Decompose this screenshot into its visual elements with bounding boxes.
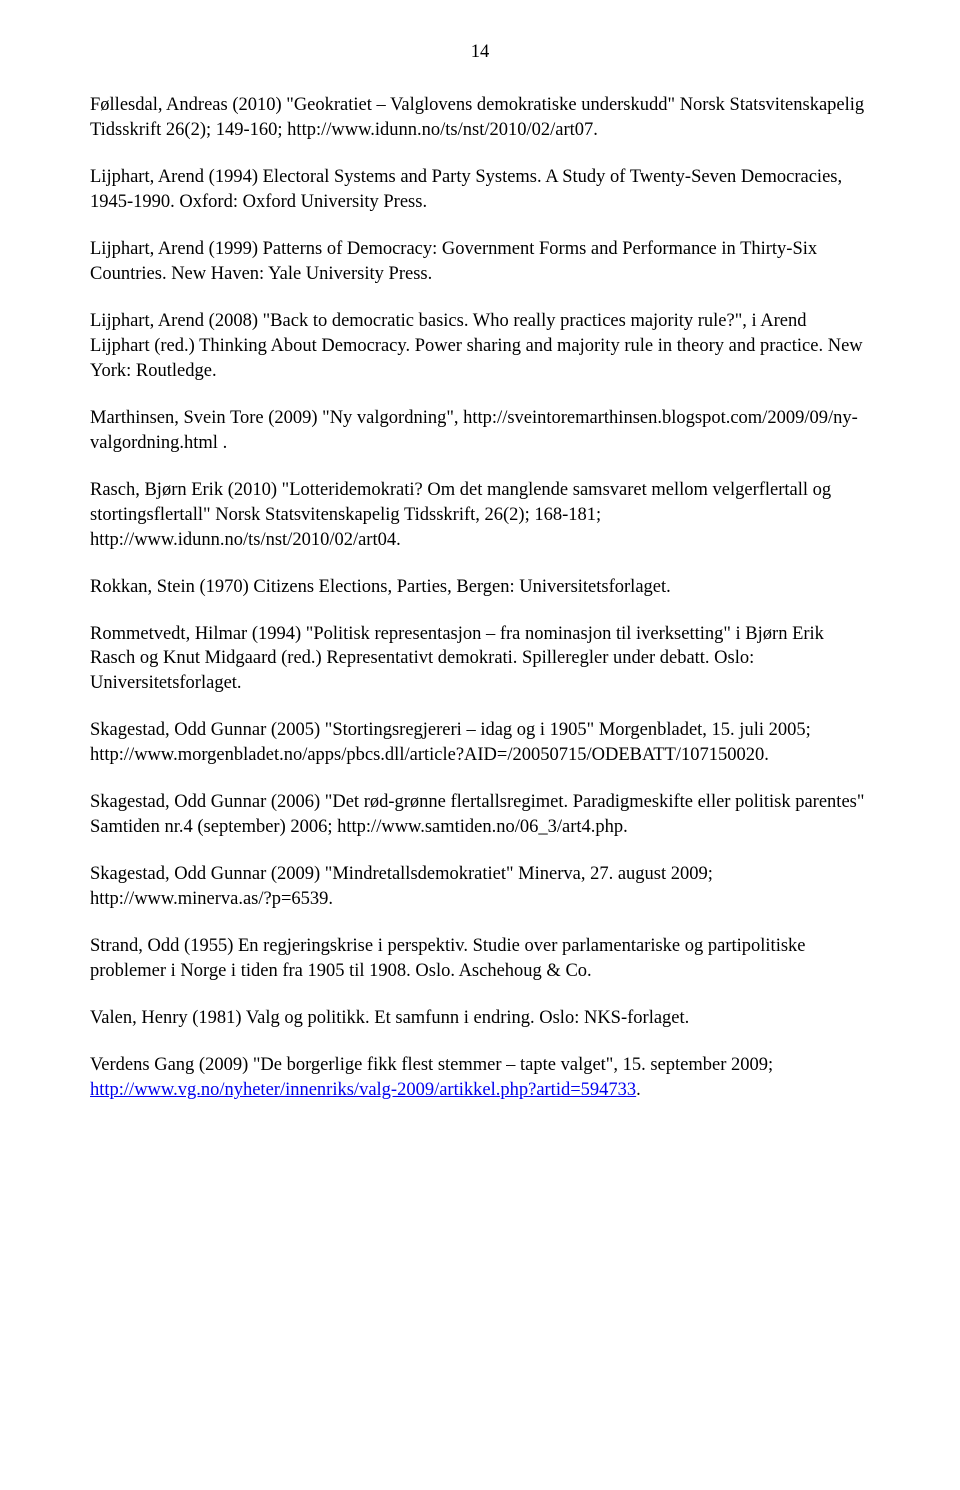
entry-suffix-text: . xyxy=(636,1080,641,1100)
bibliography-entry: Strand, Odd (1955) En regjeringskrise i … xyxy=(90,934,870,984)
bibliography-entry: Lijphart, Arend (1999) Patterns of Democ… xyxy=(90,237,870,287)
entry-prefix-text: Verdens Gang (2009) "De borgerlige fikk … xyxy=(90,1055,773,1075)
page-number: 14 xyxy=(90,40,870,65)
bibliography-entry: Skagestad, Odd Gunnar (2006) "Det rød-gr… xyxy=(90,790,870,840)
bibliography-entry: Rokkan, Stein (1970) Citizens Elections,… xyxy=(90,575,870,600)
bibliography-entry-with-link: Verdens Gang (2009) "De borgerlige fikk … xyxy=(90,1053,870,1103)
bibliography-entry: Lijphart, Arend (1994) Electoral Systems… xyxy=(90,165,870,215)
bibliography-entry: Marthinsen, Svein Tore (2009) "Ny valgor… xyxy=(90,406,870,456)
bibliography-entry: Rasch, Bjørn Erik (2010) "Lotteridemokra… xyxy=(90,478,870,553)
bibliography-entry: Føllesdal, Andreas (2010) "Geokratiet – … xyxy=(90,93,870,143)
bibliography-entry: Lijphart, Arend (2008) "Back to democrat… xyxy=(90,309,870,384)
bibliography-entry: Skagestad, Odd Gunnar (2005) "Stortingsr… xyxy=(90,718,870,768)
bibliography-entry: Rommetvedt, Hilmar (1994) "Politisk repr… xyxy=(90,622,870,697)
reference-link[interactable]: http://www.vg.no/nyheter/innenriks/valg-… xyxy=(90,1080,636,1100)
document-page: 14 Føllesdal, Andreas (2010) "Geokratiet… xyxy=(0,0,960,1185)
bibliography-entry: Valen, Henry (1981) Valg og politikk. Et… xyxy=(90,1006,870,1031)
bibliography-entry: Skagestad, Odd Gunnar (2009) "Mindretall… xyxy=(90,862,870,912)
